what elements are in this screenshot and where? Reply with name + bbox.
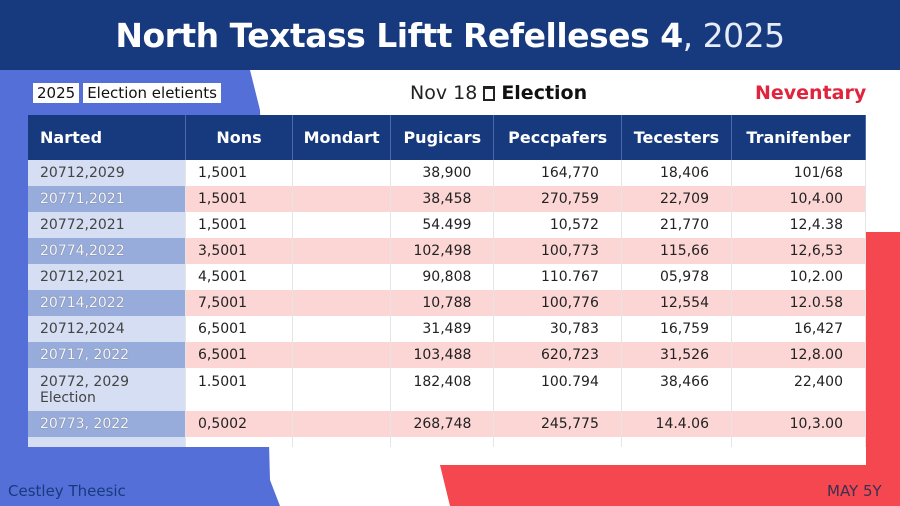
tags: 2025 Election eletients [33,83,221,103]
right-label: Neventary [755,82,867,104]
column-header[interactable]: Tranifenber [731,115,867,160]
table-cell: 0,5002 [185,411,294,437]
calendar-icon [483,85,496,101]
table-cell [292,316,392,342]
table-cell: 38,458 [390,186,495,212]
table-cell: 20774,2022 [28,238,186,264]
table-cell: 30,783 [493,316,622,342]
table-cell: 1.5001 [185,368,294,411]
table-cell: 20712,2024 [28,316,186,342]
table-cell: 12,8.00 [731,342,867,368]
table-cell: 268,748 [390,411,495,437]
table-cell: 1,5001 [185,212,294,238]
tag-label: Election eletients [83,83,221,103]
column-header[interactable]: Narted [28,115,186,160]
table-cell: 12.0.58 [731,290,867,316]
table-cell: 54.499 [390,212,495,238]
table-cell: 20772, 2029 Election [28,368,186,411]
table-cell: 12,4.38 [731,212,867,238]
table-row: 20772,2021 1,5001 54.499 10,572 21,770 12,4.3… [28,212,867,238]
election-table: Narted Nons Mondart Pugicars Peccpafers Teces… [28,115,867,447]
table-cell: 103,488 [390,342,495,368]
table-cell: 6,5001 [185,316,294,342]
table-cell: 1,5001 [185,186,294,212]
table-row-empty [28,437,867,447]
table-cell: 10,788 [390,290,495,316]
table-cell [292,238,392,264]
table-cell [292,212,392,238]
footer-left: Cestley Theesic [8,482,126,500]
table-cell: 6,5001 [185,342,294,368]
table-cell: 12,6,53 [731,238,867,264]
table-cell: 20771,2021 [28,186,186,212]
table-cell [292,342,392,368]
table-cell: 110.767 [493,264,622,290]
table-cell: 20712,2021 [28,264,186,290]
table-cell: 14.4.06 [621,411,732,437]
table-cell [292,186,392,212]
subtitle: Nov 18 Election [410,82,588,104]
table-cell: 10,572 [493,212,622,238]
table-cell: 4,5001 [185,264,294,290]
table-cell: 164,770 [493,160,622,186]
table-cell: 7,5001 [185,290,294,316]
page-title: North Textass Liftt Refelleses 4, 2025 [115,15,785,55]
table-cell: 12,554 [621,290,732,316]
table-cell [292,264,392,290]
table-cell: 31,489 [390,316,495,342]
table-cell: 1,5001 [185,160,294,186]
table-row: 20714,2022 7,5001 10,788 100,776 12,554 12.0.… [28,290,867,316]
table-cell: 3,5001 [185,238,294,264]
table-row: 20712,2029 1,5001 38,900 164,770 18,406 101/6… [28,160,867,186]
table-cell: 20714,2022 [28,290,186,316]
table-row: 20712,2021 4,5001 90,808 110.767 05,978 10,2.… [28,264,867,290]
table-cell: 90,808 [390,264,495,290]
table-cell: 38,900 [390,160,495,186]
table-cell [292,368,392,411]
table-row: 20774,2022 3,5001 102,498 100,773 115,66 12,6… [28,238,867,264]
column-header[interactable]: Mondart [292,115,392,160]
column-header[interactable]: Pugicars [390,115,495,160]
table-cell: 21,770 [621,212,732,238]
table-cell: 22,400 [731,368,867,411]
column-header[interactable]: Nons [185,115,294,160]
table-cell: 20773, 2022 [28,411,186,437]
table-cell: 101/68 [731,160,867,186]
table-cell: 18,406 [621,160,732,186]
table-cell: 20712,2029 [28,160,186,186]
table-cell: 22,709 [621,186,732,212]
table-cell: 10,3.00 [731,411,867,437]
title-bar: North Textass Liftt Refelleses 4, 2025 [0,0,900,70]
table-cell: 620,723 [493,342,622,368]
table-cell: 38,466 [621,368,732,411]
table-row: 20717, 2022 6,5001 103,488 620,723 31,526 12,… [28,342,867,368]
table-cell: 270,759 [493,186,622,212]
table-cell: 245,775 [493,411,622,437]
table-cell: 16,759 [621,316,732,342]
table-cell: 100,773 [493,238,622,264]
table-cell: 10,2.00 [731,264,867,290]
table-cell: 100.794 [493,368,622,411]
table-cell: 20772,2021 [28,212,186,238]
footer-right: MAY 5Y [827,482,882,500]
table-cell: 16,427 [731,316,867,342]
table-row: 20772, 2029 Election 1.5001 182,408 100.794… [28,368,867,411]
table-cell: 102,498 [390,238,495,264]
table-cell: 115,66 [621,238,732,264]
table-row: 20771,2021 1,5001 38,458 270,759 22,709 10,4.… [28,186,867,212]
table-cell [292,411,392,437]
table-cell: 182,408 [390,368,495,411]
table-cell: 10,4.00 [731,186,867,212]
column-header[interactable]: Tecesters [621,115,732,160]
table-cell: 20717, 2022 [28,342,186,368]
column-header[interactable]: Peccpafers [493,115,622,160]
table-cell: 31,526 [621,342,732,368]
table-cell: 05,978 [621,264,732,290]
table-row: 20712,2024 6,5001 31,489 30,783 16,759 16,427 [28,316,867,342]
table-cell: 100,776 [493,290,622,316]
tag-year: 2025 [33,83,80,103]
table-row: 20773, 2022 0,5002 268,748 245,775 14.4.06 10… [28,411,867,437]
table-cell [292,290,392,316]
table-cell [292,160,392,186]
